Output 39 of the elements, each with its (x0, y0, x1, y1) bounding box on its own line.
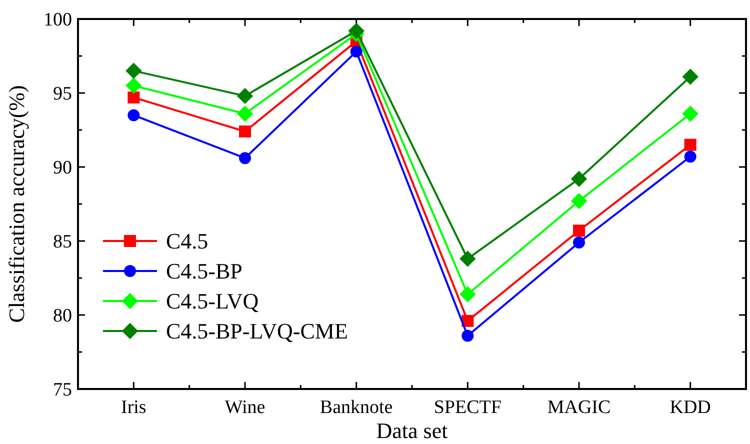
y-axis-title: Classification accuracy(%) (4, 85, 29, 323)
point (126, 78, 142, 94)
legend-label: C4.5-BP (166, 258, 242, 284)
point (460, 286, 476, 302)
point (570, 192, 588, 210)
point (570, 170, 588, 187)
point (236, 106, 254, 122)
y-tick-label: 85 (53, 232, 72, 253)
point (350, 46, 362, 58)
point (573, 224, 585, 237)
x-tick-label: Iris (121, 397, 146, 418)
y-tick-label: 90 (53, 158, 72, 179)
point (462, 330, 474, 342)
point (239, 125, 251, 138)
y-tick-label: 75 (53, 380, 72, 401)
point (682, 106, 698, 122)
point (239, 152, 251, 164)
y-tick-label: 80 (53, 306, 72, 327)
point (128, 109, 140, 122)
x-tick-label: MAGIC (547, 397, 611, 418)
point (682, 68, 698, 85)
point (348, 22, 364, 39)
x-tick-label: SPECTF (434, 397, 502, 418)
legend-label: C4.5-BP-LVQ-CME (166, 318, 348, 344)
x-axis-title: Data set (376, 418, 448, 443)
y-tick-label: 100 (44, 10, 72, 31)
point (460, 250, 476, 267)
x-tick-label: Banknote (320, 397, 393, 418)
x-tick-label: KDD (670, 397, 711, 418)
legend-label: C4.5-LVQ (166, 288, 259, 314)
point (684, 150, 696, 163)
point (128, 91, 140, 104)
y-tick-label: 95 (53, 84, 72, 105)
point (126, 62, 142, 79)
point (236, 88, 254, 104)
point (684, 138, 696, 151)
legend-label: C4.5 (166, 228, 208, 254)
point (573, 236, 585, 248)
x-tick-label: Wine (224, 397, 266, 418)
